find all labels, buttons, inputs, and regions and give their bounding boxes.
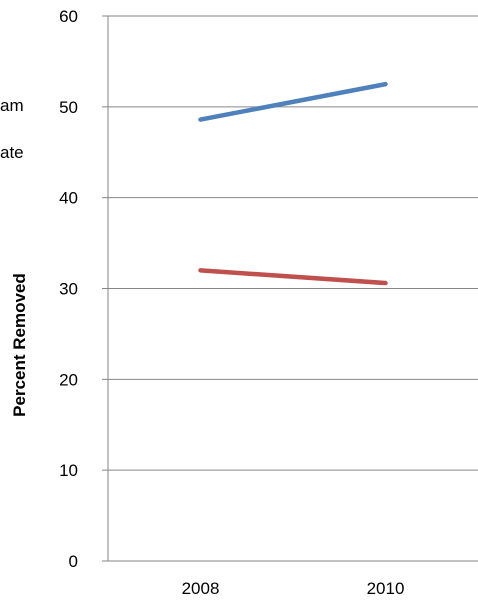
series-lines bbox=[198, 81, 388, 286]
series-line-1 bbox=[198, 81, 388, 122]
y-tick-label-60: 60 bbox=[59, 7, 78, 26]
gridlines bbox=[102, 15, 478, 562]
clipped-legend-text-2: ate bbox=[0, 143, 24, 162]
y-axis-label: Percent Removed bbox=[10, 273, 29, 417]
x-tick-labels: 2008 2010 bbox=[182, 579, 405, 598]
axes bbox=[107, 16, 478, 562]
y-tick-label-0: 0 bbox=[69, 552, 78, 571]
y-tick-label-50: 50 bbox=[59, 98, 78, 117]
x-tick-label-2008: 2008 bbox=[182, 579, 220, 598]
series-line-2 bbox=[198, 268, 388, 286]
x-tick-label-2010: 2010 bbox=[367, 579, 405, 598]
y-tick-label-30: 30 bbox=[59, 280, 78, 299]
y-tick-label-10: 10 bbox=[59, 461, 78, 480]
y-tick-label-20: 20 bbox=[59, 370, 78, 389]
y-tick-labels: 0 10 20 30 40 50 60 bbox=[59, 7, 78, 571]
clipped-legend-text-1: am bbox=[0, 96, 24, 115]
y-tick-label-40: 40 bbox=[59, 189, 78, 208]
